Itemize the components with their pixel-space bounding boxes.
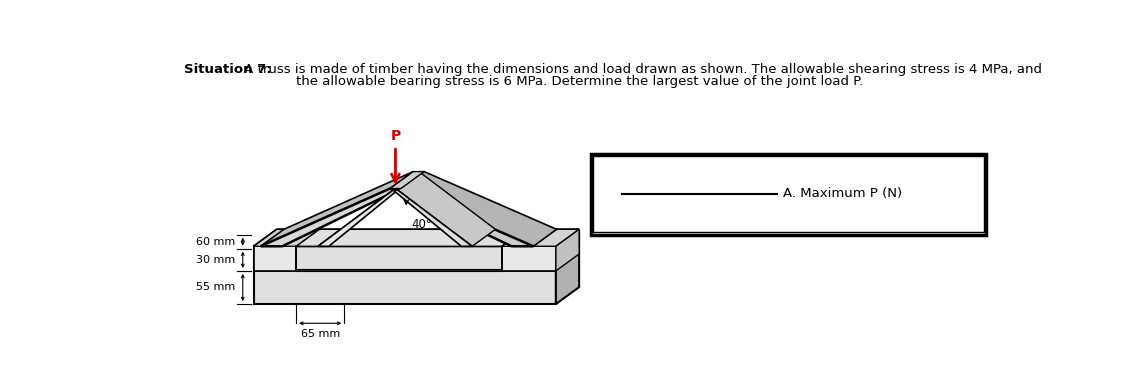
Bar [591,154,986,235]
Polygon shape [390,189,533,246]
Text: A. Maximum P (N): A. Maximum P (N) [783,187,902,200]
Polygon shape [318,190,398,246]
Polygon shape [253,229,579,246]
Polygon shape [253,229,320,246]
Polygon shape [556,229,579,304]
Text: the allowable bearing stress is 6 MPa. Determine the largest value of the joint : the allowable bearing stress is 6 MPa. D… [296,75,862,88]
Polygon shape [398,173,495,246]
Text: 65 mm: 65 mm [301,329,340,339]
Polygon shape [296,229,524,246]
Text: 60 mm: 60 mm [195,237,235,247]
Polygon shape [502,229,579,246]
Polygon shape [502,246,556,271]
Polygon shape [393,190,472,246]
Polygon shape [253,246,296,271]
Polygon shape [296,270,502,271]
Text: 55 mm: 55 mm [195,283,235,293]
Polygon shape [253,246,296,271]
Bar [593,156,984,232]
Polygon shape [401,172,557,246]
Text: 30 mm: 30 mm [195,255,235,265]
Polygon shape [502,246,556,271]
Text: P: P [390,129,400,143]
Polygon shape [261,172,414,246]
Polygon shape [390,172,424,189]
Polygon shape [261,189,401,246]
Polygon shape [556,229,579,271]
Polygon shape [318,173,416,246]
Text: A truss is made of timber having the dimensions and load drawn as shown. The all: A truss is made of timber having the dim… [241,63,1042,76]
Text: Situation 7:: Situation 7: [184,63,271,76]
Polygon shape [253,246,556,304]
Text: 40°: 40° [411,218,432,231]
